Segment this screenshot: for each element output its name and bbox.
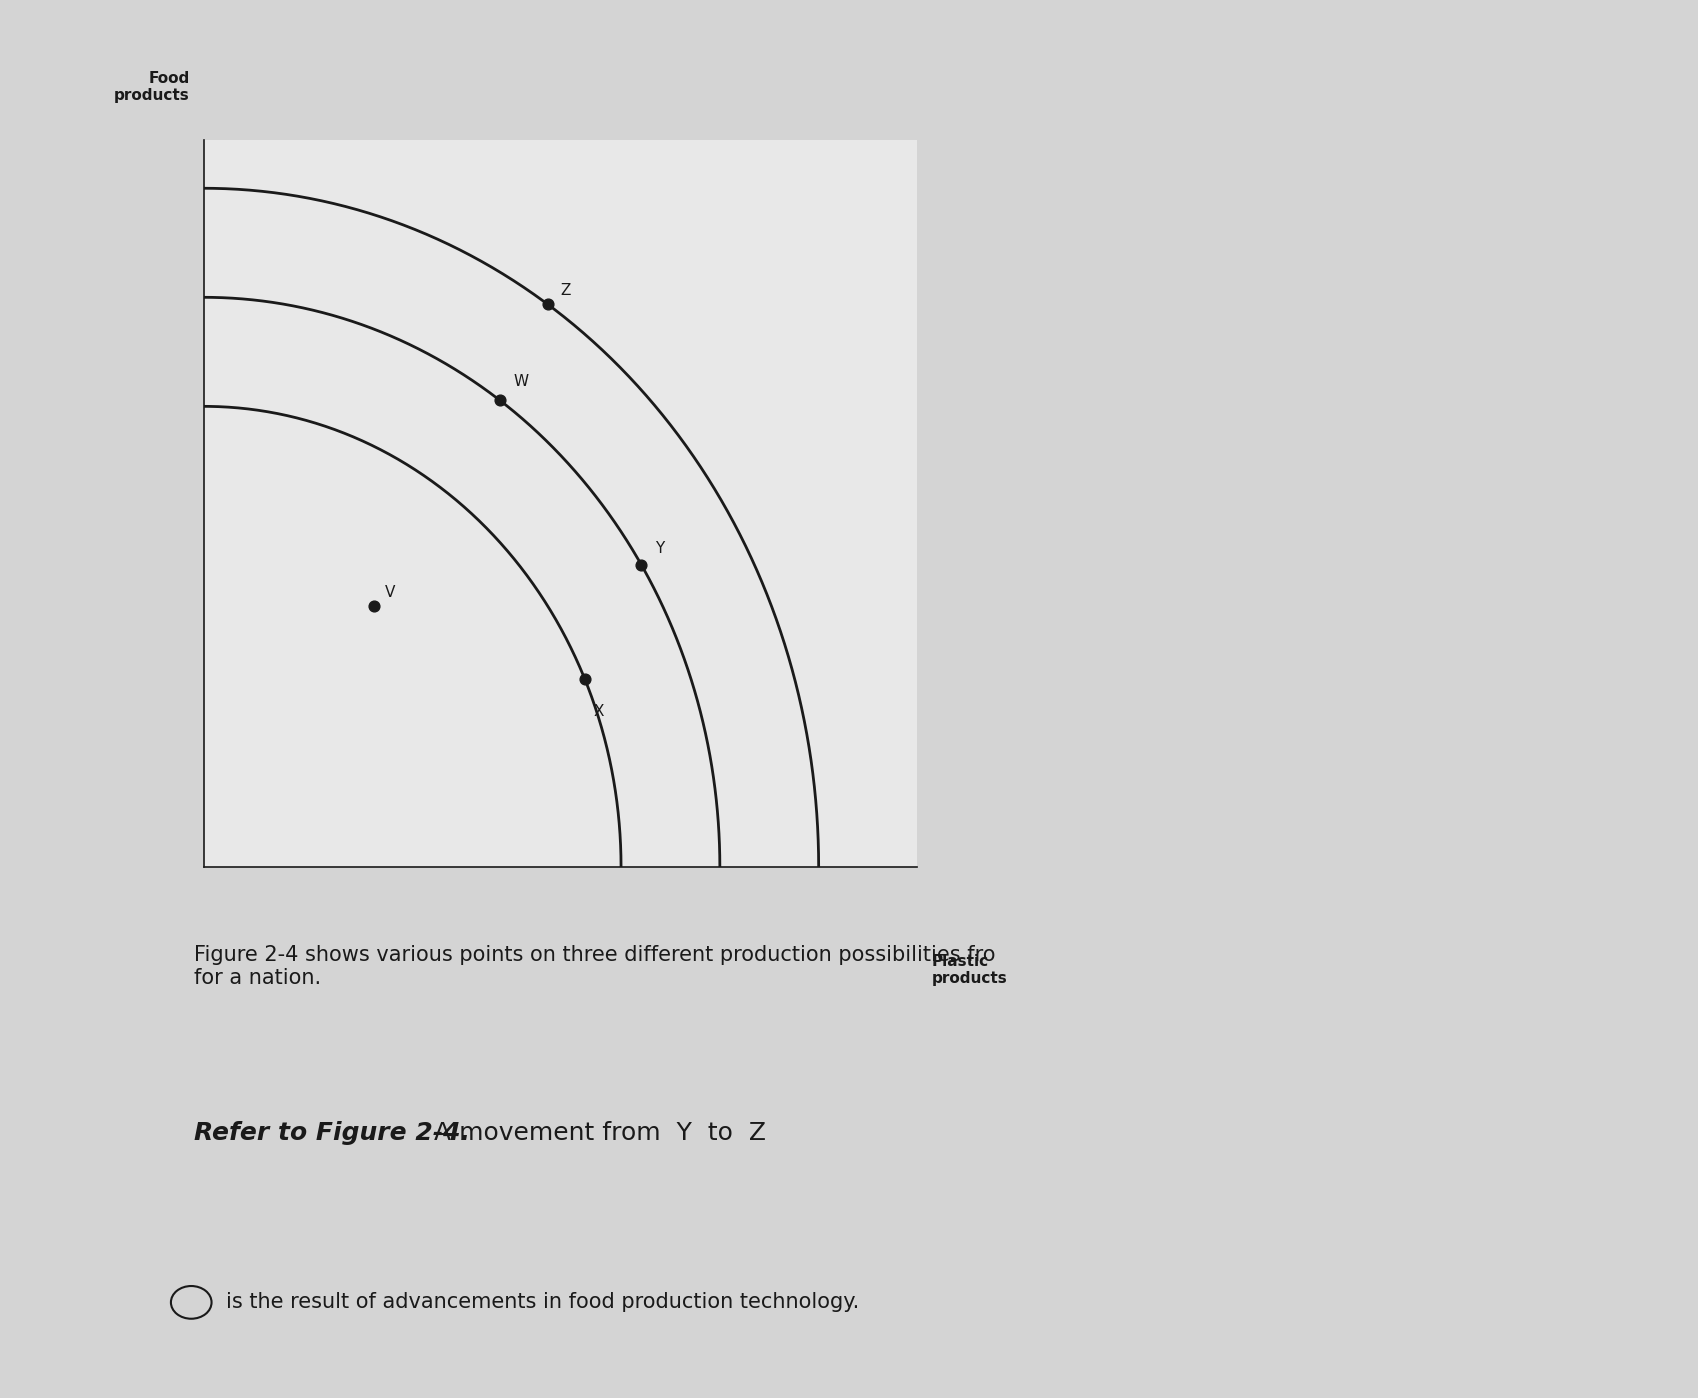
Point (571, 668, 598, 691)
Text: Refer to Figure 2-4.: Refer to Figure 2-4. (194, 1121, 470, 1145)
Text: A movement from  Y  to  Z: A movement from Y to Z (426, 1121, 766, 1145)
Text: Figure 2-4 shows various points on three different production possibilities fro
: Figure 2-4 shows various points on three… (194, 945, 995, 988)
Text: Food
products: Food products (114, 71, 190, 103)
Text: Y: Y (654, 541, 664, 556)
Text: is the result of advancements in food production technology.: is the result of advancements in food pr… (226, 1292, 859, 1313)
Point (486, 389, 513, 411)
Text: V: V (385, 584, 396, 600)
Text: Plastic
products: Plastic products (931, 953, 1007, 987)
Text: X: X (593, 703, 604, 719)
Text: W: W (513, 373, 528, 389)
Point (533, 294, 560, 316)
Text: Z: Z (560, 282, 571, 298)
Point (360, 596, 387, 618)
Point (628, 554, 655, 576)
